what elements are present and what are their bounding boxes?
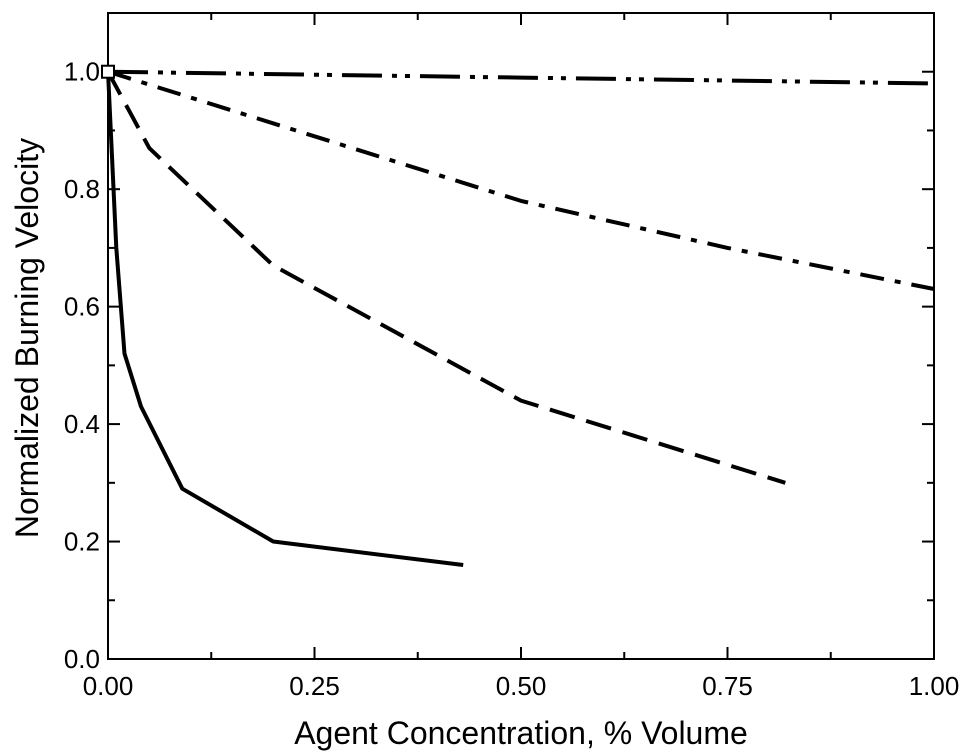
plot-frame (107, 12, 935, 660)
y-tick-label-5: 1.0 (64, 57, 100, 87)
x-axis-ticks (107, 13, 935, 659)
y-tick-label-4: 0.8 (64, 174, 100, 204)
series-line-2 (106, 70, 786, 485)
x-tick-label-2: 0.50 (496, 671, 547, 701)
x-tick-label-1: 0.25 (289, 671, 340, 701)
series-line-4 (107, 69, 935, 86)
y-tick-label-2: 0.4 (64, 409, 100, 439)
y-axis-title: Normalized Burning Velocity (9, 138, 45, 538)
y-tick-label-3: 0.6 (64, 292, 100, 322)
y-tick-label-1: 0.2 (64, 527, 100, 557)
series-layer (106, 69, 935, 567)
x-axis-title: Agent Concentration, % Volume (294, 715, 748, 751)
x-axis-tick-labels: 0.00 0.25 0.50 0.75 1.00 (83, 671, 960, 701)
series-line-3 (107, 69, 935, 291)
x-tick-label-0: 0.00 (83, 671, 134, 701)
marker-layer (101, 64, 115, 79)
series-line-1 (106, 71, 464, 567)
x-tick-label-4: 1.00 (909, 671, 960, 701)
y-axis-tick-labels: 0.0 0.2 0.4 0.6 0.8 1.0 (64, 57, 100, 674)
y-axis-ticks (108, 12, 934, 660)
x-tick-label-3: 0.75 (702, 671, 753, 701)
marker-1 (101, 64, 115, 79)
y-tick-label-0: 0.0 (64, 644, 100, 674)
